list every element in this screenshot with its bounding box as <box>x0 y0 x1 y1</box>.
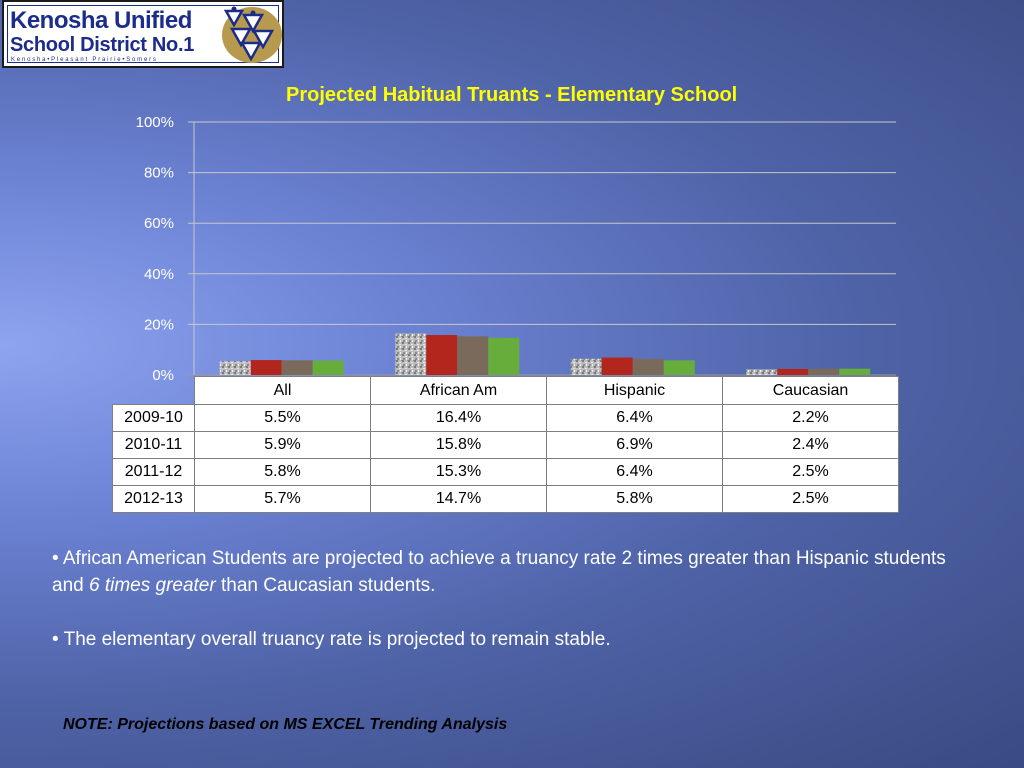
bar-2011-12-all <box>281 360 313 375</box>
bar-2010-11-hispanic <box>601 357 633 375</box>
bar-2011-12-african-am <box>457 336 489 375</box>
bullet-emphasis: 6 times greater <box>88 575 216 596</box>
bar-2011-12-caucasian <box>808 368 840 375</box>
table-cell: 15.8% <box>370 431 547 459</box>
y-tick-label: 40% <box>144 266 174 283</box>
table-cell: 5.7% <box>194 485 371 513</box>
y-tick-label: 100% <box>136 114 174 131</box>
bar-2012-13-all <box>312 360 344 375</box>
bullet-point-stable: • The elementary overall truancy rate is… <box>52 629 611 650</box>
y-tick-label: 60% <box>144 215 174 232</box>
table-header-cell: Caucasian <box>722 376 899 405</box>
table-cell: 6.4% <box>546 404 723 432</box>
series-label: 2011-12 <box>112 458 195 486</box>
table-header-row: All African Am Hispanic Caucasian <box>113 376 899 405</box>
table-cell: 5.9% <box>194 431 371 459</box>
table-cell: 2.4% <box>722 431 899 459</box>
table-header-cell: African Am <box>370 376 547 405</box>
y-tick-label: 20% <box>144 316 174 333</box>
bar-2010-11-caucasian <box>777 368 809 375</box>
bar-2012-13-african-am <box>488 337 520 375</box>
table-row: 2011-12 5.8% 15.3% 6.4% 2.5% <box>112 458 899 486</box>
bullet-text: than Caucasian students. <box>215 575 436 596</box>
bullet-text: • African American Students are projecte… <box>52 548 946 596</box>
table-corner <box>113 377 195 405</box>
bar-2011-12-hispanic <box>632 358 664 375</box>
table-cell: 2.5% <box>722 458 899 486</box>
table-row: 2009-10 5.5% 16.4% 6.4% 2.2% <box>112 404 899 432</box>
table-header-cell: Hispanic <box>546 376 723 405</box>
bar-2009-10-african-am <box>395 333 427 375</box>
bar-2009-10-hispanic <box>570 358 602 375</box>
bar-2012-13-caucasian <box>839 368 871 375</box>
data-table: All African Am Hispanic Caucasian 2009-1… <box>112 376 899 513</box>
table-header-cell: All <box>194 376 371 405</box>
logo-title-line: Kenosha Unified <box>10 7 192 34</box>
table-cell: 2.2% <box>722 404 899 432</box>
y-tick-label: 0% <box>152 367 174 380</box>
table-cell: 14.7% <box>370 485 547 513</box>
y-tick-label: 80% <box>144 165 174 182</box>
district-emblem-icon <box>222 6 282 63</box>
bar-2009-10-caucasian <box>746 369 778 375</box>
bullet-point-comparison: • African American Students are projecte… <box>52 545 972 599</box>
bar-2012-13-hispanic <box>663 360 695 375</box>
chart-title: Projected Habitual Truants - Elementary … <box>286 84 738 106</box>
table-cell: 5.8% <box>194 458 371 486</box>
table-cell: 6.4% <box>546 458 723 486</box>
table-cell: 5.8% <box>546 485 723 513</box>
projection-note: NOTE: Projections based on MS EXCEL Tren… <box>63 716 508 733</box>
table-row: 2012-13 5.7% 14.7% 5.8% 2.5% <box>112 485 899 513</box>
bar-chart: 0% 20% 40% 60% 80% 100% <box>136 114 896 380</box>
logo-subtitle-line: School District No.1 <box>10 34 195 56</box>
table-cell: 15.3% <box>370 458 547 486</box>
bar-2009-10-all <box>219 361 251 375</box>
table-row: 2010-11 5.9% 15.8% 6.9% 2.4% <box>112 431 899 459</box>
table-cell: 5.5% <box>194 404 371 432</box>
series-label: 2009-10 <box>112 404 195 432</box>
table-cell: 2.5% <box>722 485 899 513</box>
series-label: 2012-13 <box>112 485 195 513</box>
district-logo: Kenosha Unified School District No.1 Ken… <box>2 0 284 68</box>
table-cell: 16.4% <box>370 404 547 432</box>
series-label: 2010-11 <box>112 431 195 459</box>
bar-2010-11-all <box>250 360 282 375</box>
table-cell: 6.9% <box>546 431 723 459</box>
bar-2010-11-african-am <box>426 335 458 375</box>
logo-towns-line: Kenosha•Pleasant Prairie•Somers <box>11 57 158 63</box>
